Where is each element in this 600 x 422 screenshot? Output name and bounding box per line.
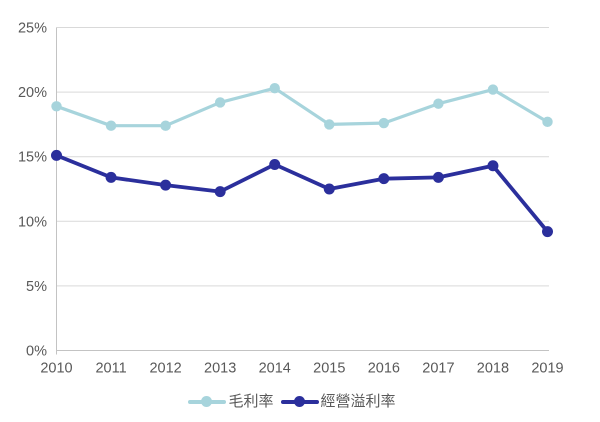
data-point — [324, 119, 335, 130]
data-point — [269, 158, 281, 170]
y-tick-label: 25% — [18, 21, 47, 37]
legend-label-operating-margin: 經營溢利率 — [320, 393, 396, 410]
x-tick-label: 2013 — [204, 361, 236, 377]
data-point — [160, 179, 172, 191]
y-tick-label: 5% — [26, 279, 47, 295]
y-tick-label: 20% — [18, 85, 47, 101]
data-point — [160, 120, 171, 131]
y-tick-label: 0% — [26, 344, 47, 360]
data-point — [323, 183, 335, 195]
data-point — [105, 171, 117, 183]
legend-label-gross-margin: 毛利率 — [228, 393, 274, 410]
y-tick-label: 10% — [18, 214, 47, 230]
legend-line-marker-icon — [280, 395, 319, 408]
legend-dot-icon — [293, 396, 305, 407]
x-tick-label: 2016 — [368, 361, 400, 377]
data-point — [378, 173, 390, 185]
chart-legend: 毛利率 經營溢利率 — [0, 394, 592, 409]
data-point — [542, 116, 553, 128]
series-line-1 — [54, 153, 550, 234]
chart-plot: 0% 5% 10% 15% 20% 25% 2010 2011 2012 2013 2014 2015… — [18, 21, 564, 377]
data-point — [214, 97, 226, 108]
legend-dot-icon — [201, 396, 213, 407]
data-point — [542, 226, 553, 238]
series-line-0 — [54, 86, 550, 128]
data-point — [269, 83, 280, 94]
data-point — [487, 84, 499, 95]
data-point — [51, 101, 62, 112]
data-point — [378, 117, 390, 129]
legend-item-operating-margin: 經營溢利率 — [280, 393, 396, 410]
data-point — [432, 171, 444, 183]
data-point — [214, 186, 226, 198]
data-point — [51, 149, 62, 161]
data-point — [105, 120, 117, 131]
legend-line-marker-icon — [188, 395, 227, 408]
y-tick-label: 15% — [18, 150, 47, 166]
data-point — [487, 160, 499, 172]
legend-item-gross-margin: 毛利率 — [188, 393, 274, 410]
x-tick-label: 2019 — [531, 361, 563, 377]
x-tick-label: 2015 — [313, 361, 345, 377]
x-tick-label: 2018 — [477, 361, 509, 377]
x-tick-label: 2010 — [40, 361, 72, 377]
x-tick-label: 2014 — [259, 361, 291, 377]
x-tick-label: 2017 — [422, 361, 454, 377]
x-tick-label: 2012 — [149, 361, 181, 377]
data-point — [433, 98, 444, 109]
x-tick-label: 2011 — [95, 361, 126, 377]
